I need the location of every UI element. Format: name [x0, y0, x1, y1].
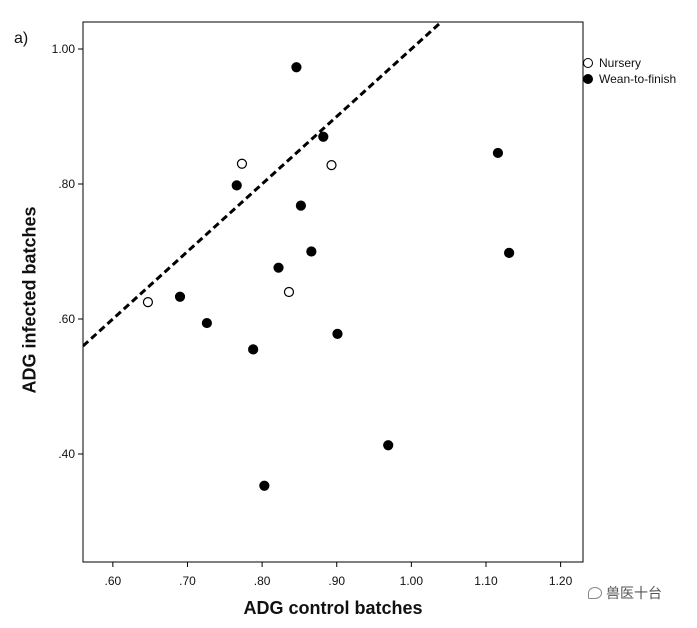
- x-tick-label: .90: [328, 574, 345, 588]
- legend-item-nursery: Nursery: [583, 55, 676, 71]
- y-tick-label: .40: [58, 447, 75, 461]
- data-point-wean-to-finish: [174, 291, 186, 302]
- data-point-wean-to-finish: [201, 317, 212, 329]
- x-tick-label: .70: [179, 574, 196, 588]
- reference-line-dashed: [83, 22, 444, 348]
- data-point-nursery: [283, 286, 295, 298]
- x-tick-label: .60: [105, 574, 122, 588]
- panel-label: a): [14, 30, 29, 47]
- legend-label-nursery: Nursery: [599, 56, 642, 70]
- data-point-wean-to-finish: [318, 131, 329, 142]
- data-point-wean-to-finish: [306, 246, 317, 257]
- data-point-wean-to-finish: [291, 62, 302, 73]
- legend-item-wean-to-finish: Wean-to-finish: [583, 71, 676, 87]
- data-point-wean-to-finish: [259, 480, 270, 491]
- x-tick-label: 1.20: [549, 574, 573, 588]
- data-point-wean-to-finish: [231, 180, 242, 191]
- wechat-icon: [588, 587, 602, 599]
- x-tick-label: 1.10: [474, 574, 498, 588]
- y-tick-label: .60: [58, 312, 75, 326]
- filled-circle-icon: [583, 74, 593, 84]
- watermark-text: 兽医十台: [606, 585, 662, 601]
- y-tick-label: .80: [58, 177, 75, 191]
- data-point-wean-to-finish: [248, 344, 259, 355]
- data-point-wean-to-finish: [504, 247, 515, 258]
- y-axis-label: ADG infected batches: [19, 206, 40, 394]
- data-point-wean-to-finish: [295, 200, 307, 211]
- open-circle-icon: [583, 58, 593, 68]
- legend-label-wean-to-finish: Wean-to-finish: [599, 72, 677, 86]
- data-point-nursery: [142, 297, 154, 308]
- data-point-wean-to-finish: [492, 147, 504, 159]
- data-point-nursery: [236, 158, 248, 169]
- x-tick-label: 1.00: [400, 574, 424, 588]
- data-point-wean-to-finish: [273, 262, 284, 273]
- data-point-nursery: [326, 160, 337, 171]
- x-axis-label: ADG control batches: [243, 598, 423, 618]
- watermark: 兽医十台: [588, 583, 662, 603]
- plot-frame: [82, 21, 584, 563]
- legend: Nursery Wean-to-finish: [583, 55, 676, 87]
- y-tick-label: 1.00: [52, 42, 76, 56]
- data-point-wean-to-finish: [332, 328, 343, 339]
- data-point-wean-to-finish: [383, 440, 394, 451]
- x-tick-label: .80: [254, 574, 271, 588]
